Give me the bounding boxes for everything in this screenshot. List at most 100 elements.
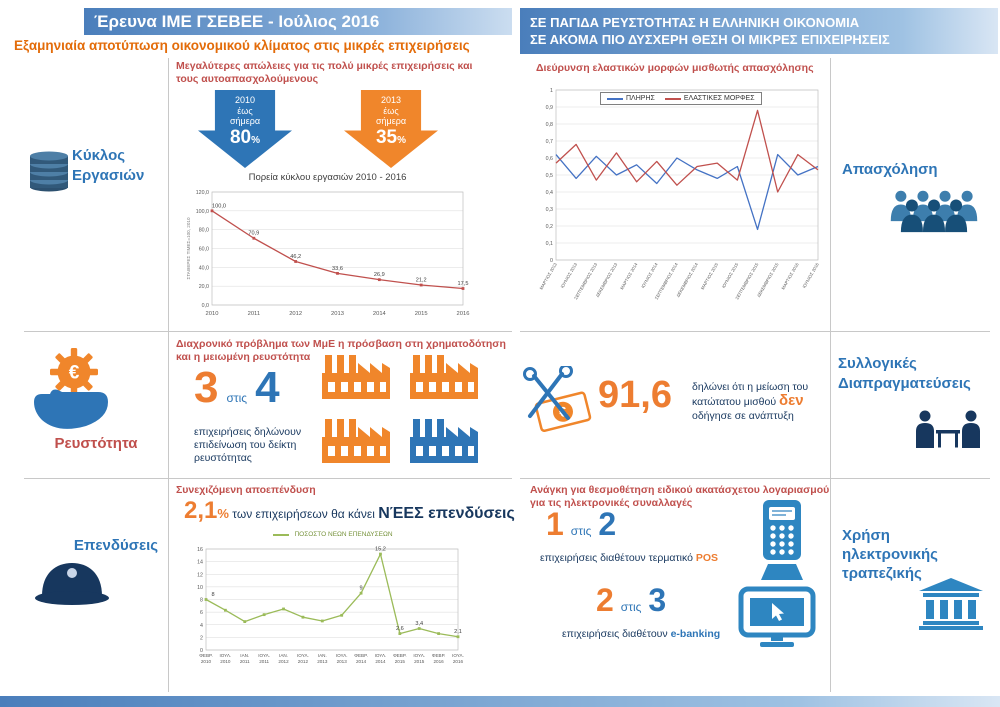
- ratio-numerator: 1: [546, 506, 564, 542]
- ebanking-ratio: 2 στις 3: [596, 584, 666, 616]
- divider-horizontal: [24, 478, 512, 479]
- legend-swatch-full: [607, 97, 623, 100]
- bank-building-icon: [919, 578, 983, 630]
- footer-bar: [0, 696, 1000, 707]
- svg-text:2011: 2011: [248, 311, 260, 317]
- svg-text:ΙΑΝ.: ΙΑΝ.: [240, 653, 249, 658]
- svg-text:0,5: 0,5: [546, 173, 553, 179]
- investments-chart-legend: ΠΟΣΟΣΤΟ ΝΕΩΝ ΕΠΕΝΔΥΣΕΩΝ: [202, 531, 464, 538]
- svg-text:ΙΑΝ.: ΙΑΝ.: [318, 653, 327, 658]
- label-line: Χρήση: [842, 527, 890, 544]
- section-label-investments: Επενδύσεις: [73, 537, 159, 554]
- arrow-value: 80%: [198, 127, 292, 151]
- divider-horizontal: [520, 478, 990, 479]
- svg-text:2016: 2016: [453, 659, 464, 664]
- svg-text:2015: 2015: [414, 659, 425, 664]
- svg-text:2016: 2016: [457, 311, 470, 317]
- svg-text:2010: 2010: [220, 659, 231, 664]
- svg-text:6: 6: [200, 610, 203, 616]
- svg-text:ΙΟΥΛ.: ΙΟΥΛ.: [336, 653, 348, 658]
- svg-text:ΙΟΥΝΙΟΣ 2013: ΙΟΥΝΙΟΣ 2013: [560, 261, 579, 289]
- svg-text:ΜΑΡΤΙΟΣ 2016: ΜΑΡΤΙΟΣ 2016: [780, 261, 800, 290]
- monitor-cursor-icon: [738, 586, 816, 647]
- svg-text:ΙΟΥΝΙΟΣ 2016: ΙΟΥΝΙΟΣ 2016: [801, 261, 820, 289]
- liquidity-caption: επιχειρήσεις δηλώνουν επιδείνωση του δεί…: [194, 426, 302, 464]
- svg-text:0,1: 0,1: [546, 241, 553, 247]
- svg-text:2014: 2014: [373, 311, 387, 317]
- svg-text:ΣΤΑΘΕΡΕΣ ΤΙΜΕΣ=100, 2010: ΣΤΑΘΕΡΕΣ ΤΙΜΕΣ=100, 2010: [186, 217, 191, 279]
- headline-banner: ΣΕ ΠΑΓΙΔΑ ΡΕΥΣΤΟΤΗΤΑΣ Η ΕΛΛΗΝΙΚΗ ΟΙΚΟΝΟΜ…: [520, 8, 998, 54]
- svg-text:2,1: 2,1: [454, 629, 462, 635]
- label-line: Διαπραγματεύσεις: [838, 375, 971, 392]
- svg-text:8: 8: [211, 592, 214, 598]
- arrow-period-line: 2010: [234, 95, 256, 105]
- legend-swatch: [273, 533, 290, 536]
- report-subtitle: Εξαμηνιαία αποτύπωση οικονομικού κλίματο…: [14, 38, 470, 53]
- section-label-liquidity: Ρευστότητα: [54, 435, 138, 452]
- factory-icon: [410, 419, 478, 463]
- svg-text:0,9: 0,9: [546, 105, 553, 111]
- svg-text:10: 10: [197, 585, 203, 591]
- caption-emphasis: e-banking: [670, 628, 721, 640]
- liquidity-headline: Διαχρονικό πρόβλημα των ΜμΕ η πρόσβαση σ…: [176, 338, 506, 363]
- svg-text:12: 12: [197, 572, 203, 578]
- down-arrow-2010: 2010 έως σήμερα 80%: [198, 90, 292, 168]
- arrow-period-line: έως: [237, 105, 253, 116]
- ratio-denominator: 4: [255, 363, 280, 412]
- stat-number: 2,1: [184, 497, 218, 524]
- pos-terminal-icon: [761, 500, 803, 580]
- svg-text:0: 0: [200, 648, 203, 654]
- svg-text:100,0: 100,0: [196, 209, 209, 215]
- svg-text:0,3: 0,3: [546, 207, 553, 213]
- svg-text:40,0: 40,0: [199, 265, 209, 271]
- arrow-value-unit: %: [397, 134, 407, 146]
- svg-text:ΜΑΡΤΙΟΣ 2013: ΜΑΡΤΙΟΣ 2013: [539, 261, 559, 290]
- ratio-denominator: 2: [598, 506, 617, 542]
- svg-text:2011: 2011: [240, 659, 250, 664]
- ratio-denominator: 3: [648, 582, 667, 618]
- svg-text:60,0: 60,0: [199, 247, 209, 253]
- arrow-period-line: σήμερα: [229, 116, 261, 126]
- ebanking-caption: επιχειρήσεις διαθέτουν e-banking: [562, 628, 772, 640]
- investments-chart: 0246810121416ΦΕΒΡ.2010ΙΟΥΛ.2010ΙΑΝ.2011Ι…: [197, 547, 464, 664]
- svg-text:2015: 2015: [415, 311, 428, 317]
- svg-text:2016: 2016: [433, 659, 444, 664]
- label-line: Εργασιών: [72, 167, 145, 184]
- svg-text:0,4: 0,4: [546, 190, 553, 196]
- arrow-period-line: 2013: [380, 95, 402, 105]
- headline-banner-line2: ΣΕ ΑΚΟΜΑ ΠΙΟ ΔΥΣΧΕΡΗ ΘΕΣΗ ΟΙ ΜΙΚΡΕΣ ΕΠΙΧ…: [530, 32, 890, 47]
- legend-label: ΠΟΣΟΣΤΟ ΝΕΩΝ ΕΠΕΝΔΥΣΕΩΝ: [294, 531, 393, 538]
- svg-text:0,2: 0,2: [546, 224, 553, 230]
- svg-text:2,6: 2,6: [396, 626, 404, 632]
- svg-text:2013: 2013: [331, 311, 344, 317]
- svg-text:ΙΟΥΛ.: ΙΟΥΛ.: [452, 653, 464, 658]
- svg-text:ΙΟΥΛ.: ΙΟΥΛ.: [297, 653, 309, 658]
- turnover-chart: 0,0 20,0 40,0 60,0 80,0 100,0 120,0 2010 2011 201…: [186, 190, 470, 317]
- hand-holding-euro-gear-icon: €: [34, 348, 108, 429]
- svg-text:2015: 2015: [395, 659, 406, 664]
- svg-text:ΙΟΥΝΙΟΣ 2014: ΙΟΥΝΙΟΣ 2014: [640, 261, 659, 289]
- svg-text:2010: 2010: [206, 311, 219, 317]
- svg-text:ΙΟΥΛ.: ΙΟΥΛ.: [375, 653, 387, 658]
- caption-emphasis: δεν: [779, 392, 804, 409]
- divider-vertical-right: [830, 58, 831, 692]
- legend-swatch-flexible: [664, 97, 681, 100]
- svg-text:2013: 2013: [317, 659, 328, 664]
- pos-ratio: 1 στις 2: [546, 508, 616, 540]
- stat-emphasis: ΝΈΕΣ επενδύσεις: [378, 505, 515, 522]
- arrow-value: 35%: [344, 127, 438, 151]
- factory-icon: [322, 419, 390, 463]
- turnover-headline: Μεγαλύτερες απώλειες για τις πολύ μικρές…: [176, 60, 473, 85]
- svg-text:ΔΕΚΕΜΒΡΙΟΣ 2013: ΔΕΚΕΜΒΡΙΟΣ 2013: [595, 261, 619, 298]
- svg-text:0,8: 0,8: [546, 122, 553, 128]
- svg-text:2014: 2014: [356, 659, 367, 664]
- svg-text:2014: 2014: [375, 659, 386, 664]
- svg-text:16: 16: [197, 547, 203, 553]
- svg-text:0,7: 0,7: [546, 139, 553, 145]
- label-line: Κύκλος: [72, 147, 126, 164]
- svg-text:ΜΑΡΤΙΟΣ 2014: ΜΑΡΤΙΟΣ 2014: [619, 261, 639, 290]
- euro-symbol: €: [69, 363, 80, 384]
- svg-text:2010: 2010: [201, 659, 212, 664]
- legend-label: ΠΛΗΡΗΣ: [626, 95, 655, 102]
- legend-item-flexible: ΕΛΑΣΤΙΚΕΣ ΜΟΡΦΕΣ: [664, 95, 755, 102]
